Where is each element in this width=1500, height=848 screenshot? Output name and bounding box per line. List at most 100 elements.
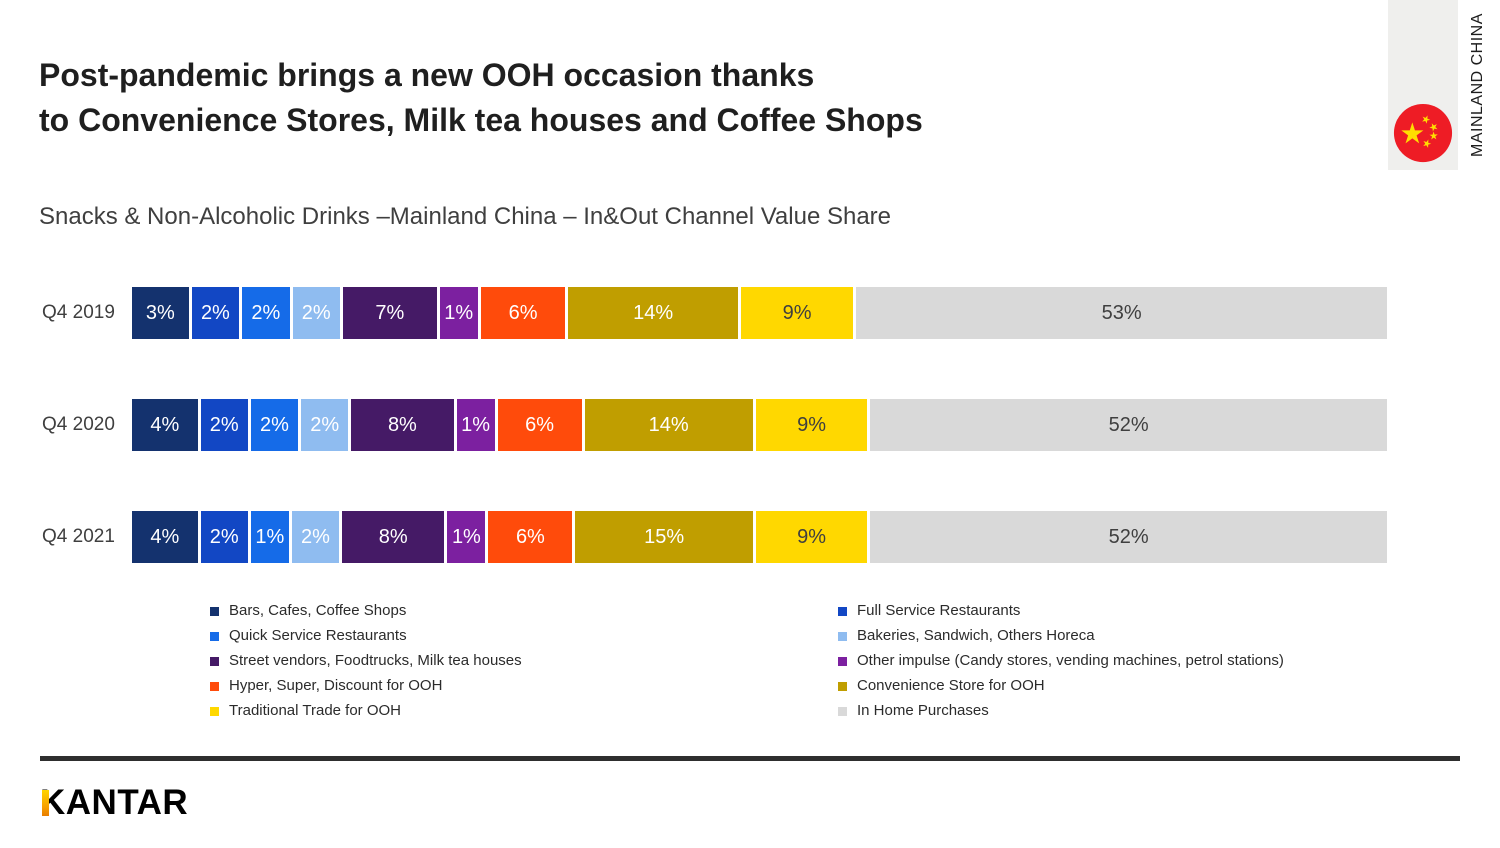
category-label: Q4 2021 [42, 526, 115, 547]
stacked-bar: 3% 2% 2% 2% 7% 1% 6% 14% 9% 53% [132, 287, 1387, 339]
bar-segment: 14% [584, 399, 756, 451]
segment-label: 53% [1101, 301, 1142, 324]
segment-label: 4% [150, 413, 180, 436]
bar-segment: 6% [488, 511, 576, 563]
bar-segment: 52% [870, 399, 1387, 451]
legend-item: In Home Purchases [838, 703, 1284, 719]
bar-segment: 4% [132, 511, 201, 563]
bar-segment: 8% [342, 511, 448, 563]
legend-swatch [838, 631, 847, 641]
legend-swatch [210, 631, 219, 641]
bar-segment: 9% [755, 399, 871, 451]
chart-row: Q4 2020 4% 2% 2% 2% 8% 1% 6% 14% 9% 52% [42, 399, 1387, 451]
bar-segment: 3% [132, 287, 192, 339]
bar-segment: 6% [480, 287, 569, 339]
bar-segment: 1% [439, 287, 481, 339]
segment-label: 14% [648, 413, 689, 436]
bar-segment: 2% [250, 399, 302, 451]
bar-segment: 2% [242, 287, 293, 339]
segment-label: 2% [209, 413, 239, 436]
segment-label: 1% [444, 301, 474, 324]
segment-label: 6% [508, 301, 538, 324]
slide-title: Post-pandemic brings a new OOH occasion … [39, 53, 923, 143]
segment-label: 14% [633, 301, 674, 324]
legend-swatch [838, 681, 847, 691]
logo-accent-bar [42, 790, 49, 816]
stacked-bar-chart: Q4 2019 3% 2% 2% 2% 7% 1% 6% 14% 9% 53% Q4 2020 4% 2%… [42, 287, 1387, 623]
category-label: Q4 2019 [42, 302, 115, 323]
bar-segment: 1% [250, 511, 292, 563]
bar-segment: 53% [856, 287, 1387, 339]
bar-segment: 2% [191, 287, 243, 339]
segment-label: 8% [387, 413, 417, 436]
segment-label: 15% [644, 525, 685, 548]
legend-swatch [838, 656, 847, 666]
segment-label: 52% [1108, 413, 1149, 436]
bar-segment: 2% [200, 399, 251, 451]
legend-label: Bars, Cafes, Coffee Shops [229, 602, 407, 619]
legend-item: Bakeries, Sandwich, Others Horeca [838, 628, 1284, 644]
segment-label: 2% [200, 301, 230, 324]
bar-segment: 4% [132, 399, 201, 451]
legend-swatch [210, 706, 219, 716]
bar-segment: 2% [301, 399, 352, 451]
legend-label: Convenience Store for OOH [857, 677, 1045, 694]
legend-label: Traditional Trade for OOH [229, 702, 402, 719]
legend-item: Street vendors, Foodtrucks, Milk tea hou… [210, 653, 522, 669]
stacked-bar: 4% 2% 2% 2% 8% 1% 6% 14% 9% 52% [132, 399, 1387, 451]
legend-item: Traditional Trade for OOH [210, 703, 522, 719]
segment-label: 2% [251, 301, 281, 324]
segment-label: 9% [797, 413, 827, 436]
legend-label: Other impulse (Candy stores, vending mac… [857, 652, 1284, 669]
legend-swatch [838, 706, 847, 716]
title-line-1: Post-pandemic brings a new OOH occasion … [39, 57, 815, 93]
legend-item: Hyper, Super, Discount for OOH [210, 678, 522, 694]
segment-label: 4% [150, 525, 180, 548]
bar-segment: 14% [568, 287, 741, 339]
legend-label: Bakeries, Sandwich, Others Horeca [857, 627, 1095, 644]
bar-segment: 1% [456, 399, 498, 451]
segment-label: 6% [515, 525, 545, 548]
segment-label: 52% [1108, 525, 1149, 548]
divider-rule [40, 756, 1460, 761]
legend-label: Full Service Restaurants [857, 602, 1021, 619]
segment-label: 2% [301, 301, 331, 324]
slide-subtitle: Snacks & Non-Alcoholic Drinks –Mainland … [39, 203, 892, 230]
category-label: Q4 2020 [42, 414, 115, 435]
legend-swatch [838, 606, 847, 616]
segment-label: 2% [301, 525, 330, 548]
bar-segment: 8% [351, 399, 457, 451]
legend-item: Other impulse (Candy stores, vending mac… [838, 653, 1284, 669]
region-label: MAINLAND CHINA [1469, 13, 1486, 157]
chart-row: Q4 2019 3% 2% 2% 2% 7% 1% 6% 14% 9% 53% [42, 287, 1387, 339]
bar-segment: 2% [291, 511, 343, 563]
legend-item: Bars, Cafes, Coffee Shops [210, 603, 522, 619]
segment-label: 1% [451, 525, 481, 548]
kantar-logo: KANTAR [40, 783, 188, 823]
bar-segment: 2% [292, 287, 343, 339]
title-line-2: to Convenience Stores, Milk tea houses a… [39, 102, 923, 138]
bar-segment: 2% [200, 511, 251, 563]
region-panel [1388, 0, 1458, 170]
china-flag-icon [1393, 103, 1453, 163]
legend-swatch [210, 606, 219, 616]
legend-swatch [210, 681, 219, 691]
segment-label: 7% [375, 301, 405, 324]
segment-label: 9% [797, 525, 827, 548]
bar-segment: 52% [870, 511, 1387, 563]
segment-label: 3% [145, 301, 175, 324]
legend-label: Street vendors, Foodtrucks, Milk tea hou… [229, 652, 522, 669]
legend-item: Quick Service Restaurants [210, 628, 522, 644]
legend-label: Hyper, Super, Discount for OOH [229, 677, 443, 694]
legend-column-right: Full Service Restaurants Bakeries, Sandwi… [838, 603, 1284, 728]
legend-item: Full Service Restaurants [838, 603, 1284, 619]
legend-label: In Home Purchases [857, 702, 989, 719]
segment-label: 1% [255, 525, 285, 548]
segment-label: 9% [782, 301, 812, 324]
legend-swatch [210, 656, 219, 666]
chart-row: Q4 2021 4% 2% 1% 2% 8% 1% 6% 15% 9% 52% [42, 511, 1387, 563]
logo-text: KANTAR [40, 783, 189, 822]
legend-label: Quick Service Restaurants [229, 627, 407, 644]
segment-label: 2% [209, 525, 239, 548]
